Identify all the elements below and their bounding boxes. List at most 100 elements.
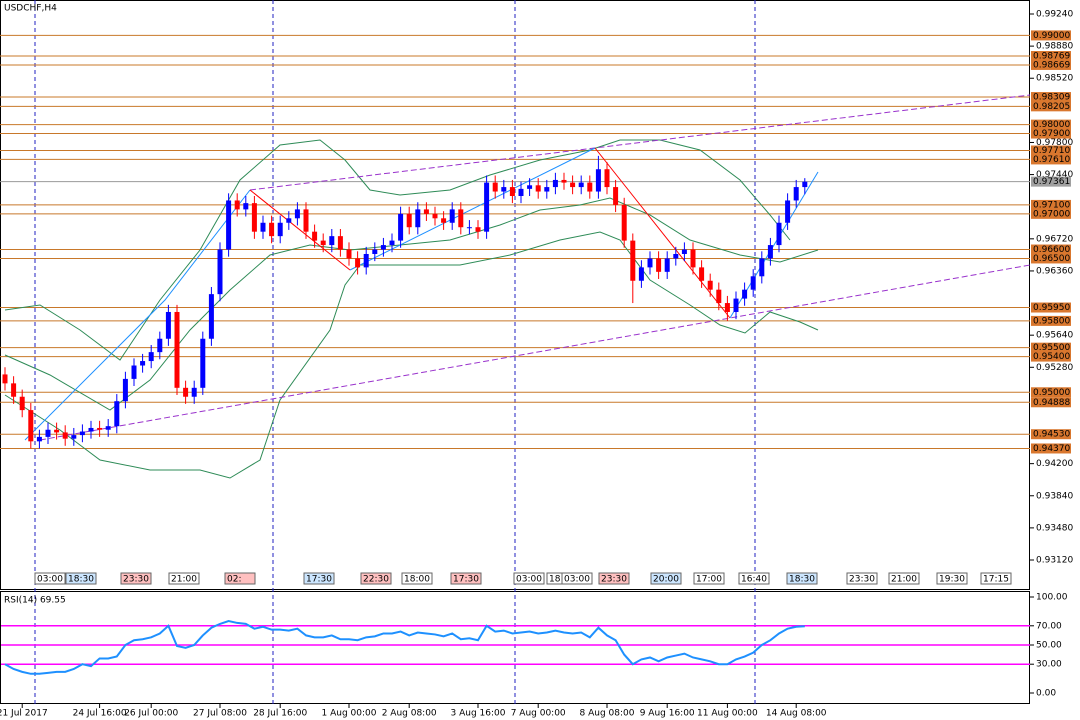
- candle-body: [329, 236, 335, 246]
- x-tick-label: 28 Jul 16:00: [253, 709, 307, 719]
- time-label: 23:30: [123, 575, 149, 585]
- candle-body: [527, 185, 533, 189]
- level-label: 0.94888: [1033, 398, 1070, 408]
- candle-body: [681, 249, 687, 254]
- time-label-box: [168, 572, 200, 585]
- candle-body: [71, 435, 77, 439]
- y-tick-label: 0.99240: [1036, 10, 1073, 20]
- time-label-box: [693, 572, 725, 585]
- candle-body: [122, 378, 128, 402]
- level-label: 0.95400: [1033, 352, 1070, 362]
- level-label-box: [1031, 244, 1071, 255]
- candle-body: [518, 188, 524, 196]
- candle-body: [406, 213, 412, 228]
- candle-body: [613, 187, 619, 205]
- candle-body: [664, 258, 670, 272]
- level-label: 0.97000: [1033, 209, 1070, 219]
- candle-body: [767, 245, 773, 259]
- level-label-box: [1031, 119, 1071, 130]
- level-label: 0.98000: [1033, 120, 1070, 130]
- candle-body: [802, 181, 808, 188]
- candle-body: [200, 338, 206, 388]
- level-label: 0.95000: [1033, 388, 1070, 398]
- level-label-box: [1031, 154, 1071, 165]
- time-label: 18:30: [68, 575, 94, 585]
- time-label-box: [561, 572, 593, 585]
- y-tick-label: 0.96360: [1036, 266, 1073, 276]
- candle-body: [286, 218, 292, 223]
- candle-body: [183, 387, 189, 397]
- rsi-panel: [1, 619, 1030, 675]
- level-label: 0.94530: [1033, 430, 1070, 440]
- candle-body: [423, 209, 429, 214]
- time-label: 17:30: [453, 575, 479, 585]
- time-label: 17:00: [696, 575, 722, 585]
- candle-body: [690, 249, 696, 268]
- time-label: 23:30: [601, 575, 627, 585]
- time-label: 03:00: [37, 575, 63, 585]
- y-tick-label: 0.97440: [1036, 170, 1073, 180]
- level-label: 0.95950: [1033, 303, 1070, 313]
- x-tick-label: 9 Aug 16:00: [640, 709, 695, 719]
- candle-body: [19, 396, 25, 411]
- candle-body: [337, 236, 343, 250]
- y-tick-label: 0.94200: [1036, 459, 1073, 469]
- candle-body: [415, 209, 421, 228]
- candle-body: [389, 240, 395, 246]
- level-label-box: [1031, 51, 1071, 62]
- time-label-box: [401, 572, 433, 585]
- x-tick-label: 11 Aug 00:00: [697, 709, 758, 719]
- x-tick-label: 2 Aug 08:00: [382, 709, 437, 719]
- y-tick-label: 0.93480: [1036, 523, 1073, 533]
- time-label: 03:00: [564, 575, 590, 585]
- candle-body: [466, 227, 472, 229]
- candle-body: [294, 209, 300, 219]
- time-label: 17:30: [306, 575, 332, 585]
- x-tick-label: 14 Aug 08:00: [766, 709, 827, 719]
- candle-body: [260, 222, 266, 232]
- current-price-box: [1031, 176, 1071, 187]
- level-label: 0.97100: [1033, 200, 1070, 210]
- level-label-box: [1031, 429, 1071, 440]
- current-price-label: 0.97361: [1033, 177, 1070, 187]
- level-label-box: [1031, 253, 1071, 264]
- candle-body: [449, 209, 455, 223]
- x-tick-label: 21 Jul 2017: [0, 709, 48, 719]
- level-label: 0.96600: [1033, 245, 1070, 255]
- candle-body: [165, 311, 171, 339]
- candle-body: [501, 187, 507, 192]
- candle-body: [45, 429, 51, 437]
- candles: [2, 155, 808, 449]
- level-label: 0.98309: [1033, 93, 1070, 103]
- level-label-box: [1031, 208, 1071, 219]
- candle-body: [707, 280, 713, 290]
- candle-body: [578, 182, 584, 188]
- rsi-y-tick-label: 30.00: [1036, 660, 1062, 670]
- candle-body: [355, 258, 361, 268]
- x-tick-label: 24 Jul 16:00: [73, 709, 127, 719]
- candle-body: [793, 187, 799, 201]
- candle-body: [243, 203, 249, 210]
- candle-body: [36, 436, 42, 442]
- time-label-box: [65, 572, 97, 585]
- candle-body: [630, 240, 636, 281]
- candle-body: [277, 222, 283, 237]
- level-label-box: [1031, 145, 1071, 156]
- time-label-box: [936, 572, 968, 585]
- rsi-y-tick-label: 50.00: [1036, 641, 1062, 651]
- time-label-box: [224, 572, 256, 585]
- time-label: 02:: [227, 575, 241, 585]
- time-label-box: [598, 572, 630, 585]
- candle-body: [776, 222, 782, 246]
- candle-body: [733, 298, 739, 312]
- rsi-title: RSI(14) 69.55: [4, 596, 66, 606]
- candle-body: [604, 169, 610, 188]
- candle-body: [208, 294, 214, 339]
- candle-body: [140, 361, 146, 366]
- candle-body: [785, 200, 791, 223]
- time-label-box: [450, 572, 482, 585]
- candle-body: [441, 218, 447, 223]
- candle-body: [750, 276, 756, 290]
- day-separators: [34, 0, 756, 704]
- x-tick-label: 8 Aug 08:00: [580, 709, 635, 719]
